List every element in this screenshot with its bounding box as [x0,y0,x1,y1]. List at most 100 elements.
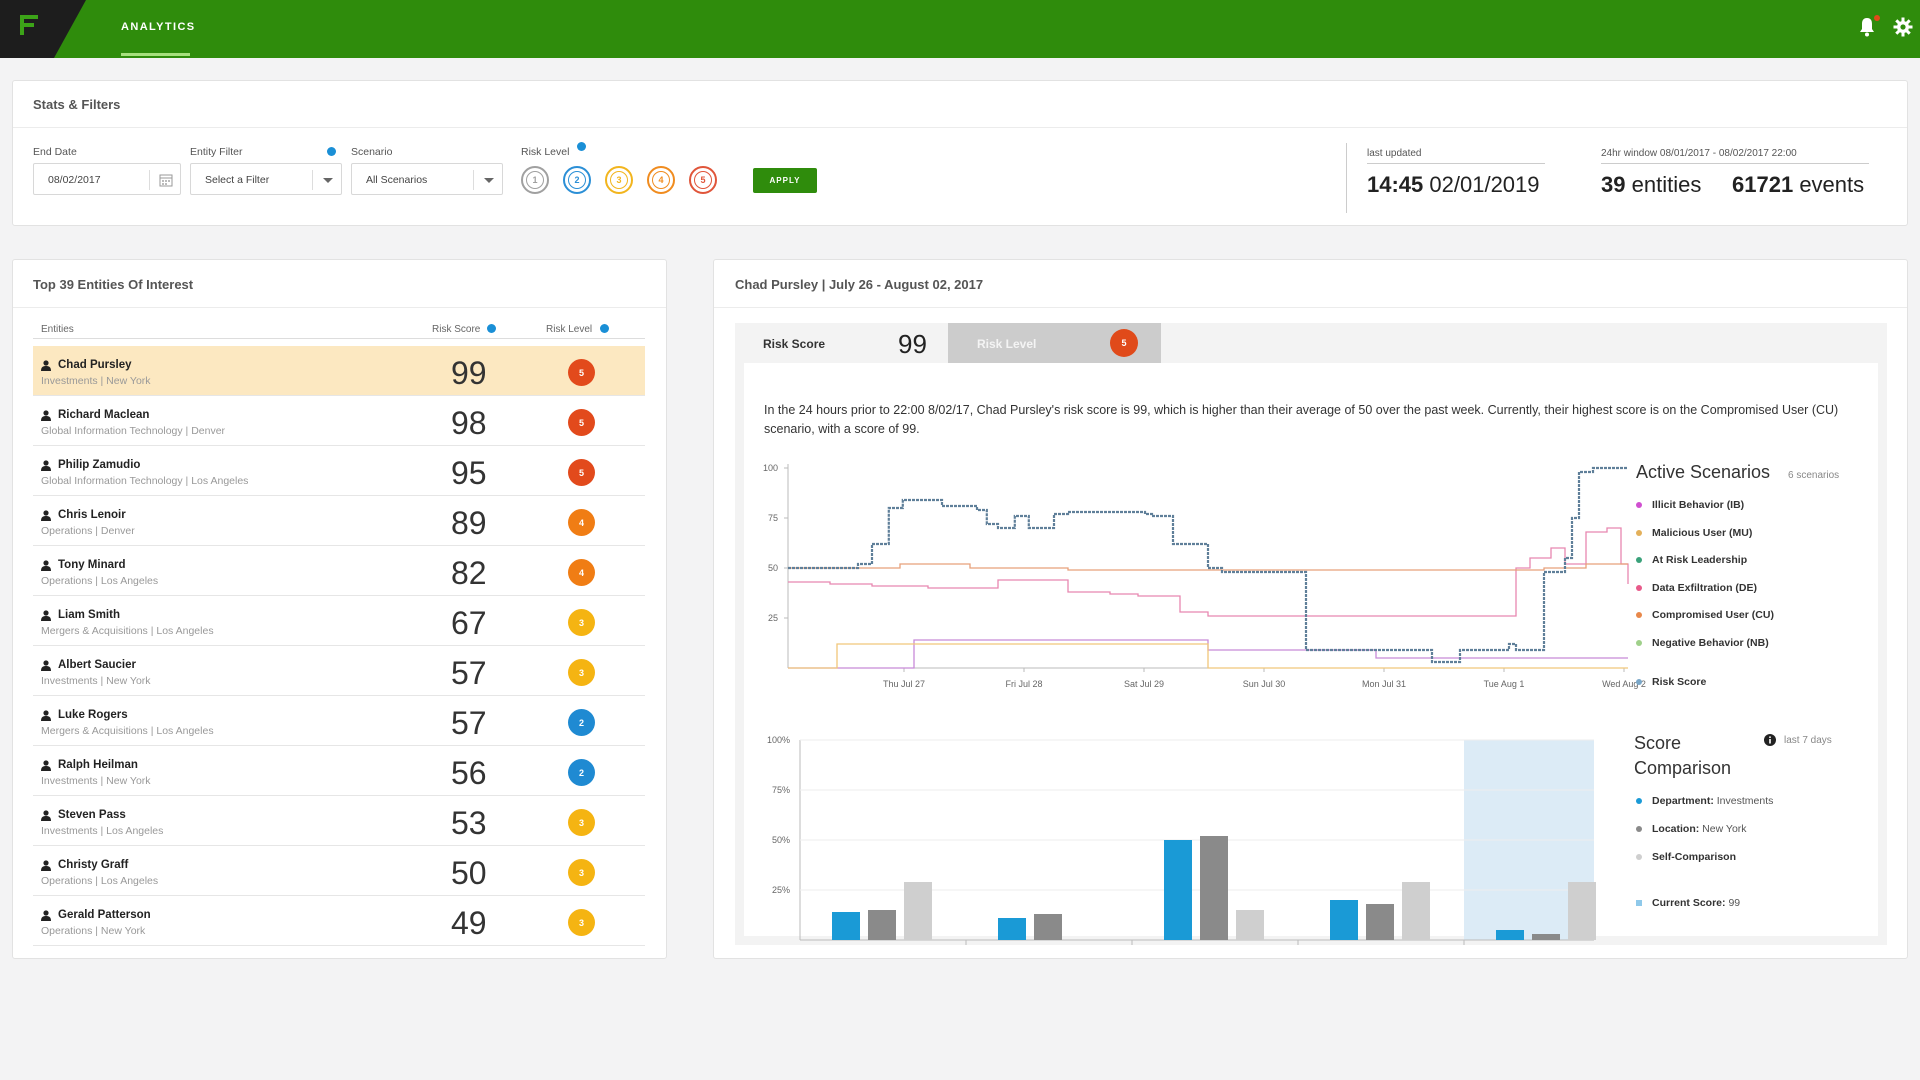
entity-row[interactable]: Albert Saucier Investments | New York 57 3 [33,646,645,696]
entity-name: Chris Lenoir [58,509,126,521]
col-head-risk-level: Risk Level [546,324,593,335]
stats-filters-title: Stats & Filters [33,97,121,112]
risk-level-number: 5 [694,171,712,189]
entity-risk-score: 89 [451,505,487,541]
entity-department: Operations | Los Angeles [41,875,159,887]
entity-row[interactable]: Luke Rogers Mergers & Acquisitions | Los … [33,696,645,746]
risk-level-toggle-3[interactable]: 3 [605,166,633,194]
tab-risk-score-value: 99 [898,329,927,359]
risk-level-toggle-1[interactable]: 1 [521,166,549,194]
last-updated-label: last updated [1367,148,1422,159]
legend-dot [1636,798,1642,804]
entity-department: Global Information Technology | Denver [41,425,226,437]
entity-department: Global Information Technology | Los Ange… [41,475,249,487]
stats-divider [1346,143,1347,213]
risk-level-badge: 3 [568,859,595,886]
divider [1367,163,1545,164]
department-label: Department: [1652,795,1714,807]
entity-name: Liam Smith [58,609,120,621]
last-updated-time: 14:45 [1367,172,1424,197]
entity-risk-score: 82 [451,555,487,591]
entity-risk-score: 56 [451,755,487,791]
entity-name: Luke Rogers [58,709,128,721]
apply-button[interactable]: APPLY [753,168,817,193]
entity-row[interactable]: Philip Zamudio Global Information Technol… [33,446,645,496]
info-icon[interactable] [1764,734,1776,746]
risk-level-badge: 4 [568,509,595,536]
entities-stat: 39 entities [1601,172,1701,198]
entity-row[interactable]: Christy Graff Operations | Los Angeles 50 3 [33,846,645,896]
tab-analytics[interactable]: ANALYTICS [121,21,196,33]
entity-risk-score: 98 [451,405,487,441]
divider [13,307,666,308]
legend-label: At Risk Leadership [1652,554,1748,566]
entity-row[interactable]: Chad Pursley Investments | New York 99 5 [33,346,645,396]
entity-name: Tony Minard [58,559,126,571]
entity-row[interactable]: Richard Maclean Global Information Techno… [33,396,645,446]
entity-risk-score: 67 [451,605,487,641]
divider [13,127,1907,128]
legend-dot [1636,639,1642,646]
entity-row[interactable]: Liam Smith Mergers & Acquisitions | Los A… [33,596,645,646]
legend-dot [1636,529,1642,536]
entity-risk-score: 57 [451,705,487,741]
risk-level-badge: 5 [1110,329,1138,357]
person-icon [41,510,51,521]
risk-level-badge: 3 [568,809,595,836]
risk-level-toggle-5[interactable]: 5 [689,166,717,194]
legend-label: Malicious User (MU) [1652,526,1753,539]
entity-row[interactable]: Tony Minard Operations | Los Angeles 82 4 [33,546,645,596]
risk-level-toggle-4[interactable]: 4 [647,166,675,194]
app-logo[interactable] [0,0,86,58]
entities-count: 39 [1601,172,1626,197]
risk-level-badge: 5 [568,359,595,386]
divider [1601,163,1869,164]
info-icon[interactable] [327,147,336,156]
entity-department: Investments | Los Angeles [41,825,164,837]
calendar-icon[interactable] [159,173,173,187]
scenario-select[interactable]: All Scenarios [351,163,503,195]
legend-label: Data Exfiltration (DE) [1652,581,1758,594]
tab-risk-level[interactable]: Risk Level 5 [948,323,1161,363]
col-head-risk-score: Risk Score [432,324,481,335]
person-icon [41,810,51,821]
window-label: 24hr window 08/01/2017 - 08/02/2017 22:0… [1601,148,1797,159]
entity-row[interactable]: Gerald Patterson Operations | New York 49 3 [33,896,645,946]
risk-level-number: 4 [652,171,670,189]
bell-icon[interactable] [1858,17,1876,37]
legend-dot [1636,502,1642,508]
info-icon[interactable] [600,324,609,333]
info-icon[interactable] [577,142,586,151]
scenario-label: Scenario [351,146,393,158]
top-nav-bar: ANALYTICS [0,0,1920,58]
entity-row[interactable]: Steven Pass Investments | Los Angeles 53 3 [33,796,645,846]
entity-department: Mergers & Acquisitions | Los Angeles [41,625,214,637]
divider [312,170,313,190]
risk-level-label: Risk Level [521,146,570,158]
risk-level-toggle-2[interactable]: 2 [563,166,591,194]
entity-filter-select[interactable]: Select a Filter [190,163,342,195]
person-icon [41,910,51,921]
risk-level-badge: 3 [568,609,595,636]
entity-risk-score: 50 [451,855,487,891]
risk-level-badge: 5 [568,409,595,436]
legend-dot [1636,826,1642,832]
tab-risk-score[interactable]: Risk Score 99 [735,323,948,363]
legend-label: Illicit Behavior (IB) [1652,499,1745,511]
scenario-value: All Scenarios [366,174,428,186]
risk-level-badge: 2 [568,759,595,786]
risk-level-badge: 5 [568,459,595,486]
risk-summary-text: In the 24 hours prior to 22:00 8/02/17, … [764,403,1839,436]
divider [714,307,1907,308]
risk-level-badge: 2 [568,709,595,736]
divider [149,170,150,190]
end-date-input[interactable]: 08/02/2017 [33,163,181,195]
entity-row[interactable]: Ralph Heilman Investments | New York 56 2 [33,746,645,796]
events-stat: 61721 events [1732,172,1864,198]
info-icon[interactable] [487,324,496,333]
chevron-down-icon [484,178,494,183]
current-score-label: Current Score: [1652,897,1726,909]
entity-risk-score: 49 [451,905,487,941]
gear-icon[interactable] [1893,17,1913,37]
entity-row[interactable]: Chris Lenoir Operations | Denver 89 4 [33,496,645,546]
